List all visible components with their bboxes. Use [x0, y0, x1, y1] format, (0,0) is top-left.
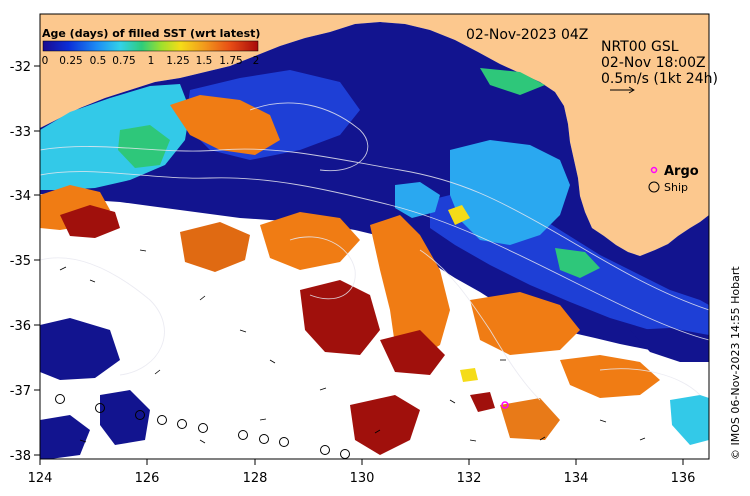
colorbar-tick: 1.25: [166, 55, 189, 67]
sst-zone-orange: [500, 398, 560, 440]
x-tick-label: 136: [671, 471, 696, 486]
colorbar-tick: 1.75: [219, 55, 242, 67]
sst-zone-red: [60, 205, 120, 238]
sst-zone-orange: [370, 215, 450, 360]
colorbar-legend: Age (days) of filled SST (wrt latest) 0 …: [42, 27, 261, 67]
y-tick-label: -35: [10, 254, 31, 269]
ship-marker: [259, 434, 269, 444]
scale-arrow-icon: [610, 86, 635, 94]
ship-marker: [198, 423, 208, 433]
sst-zone-red: [300, 280, 380, 355]
land-australia: [40, 14, 709, 256]
axis-ticks: [34, 65, 684, 465]
sst-zone-navy: [100, 390, 150, 445]
colorbar: [42, 40, 259, 52]
x-tick-label: 132: [457, 471, 482, 486]
y-tick-label: -37: [10, 384, 31, 399]
sst-zone-orange: [170, 95, 280, 155]
plot-frame: [39, 13, 710, 460]
ship-marker: [55, 394, 65, 404]
sst-zone-green: [555, 248, 600, 278]
colorbar-title: Age (days) of filled SST (wrt latest): [42, 27, 260, 40]
x-tick-label: 124: [28, 471, 53, 486]
sst-zone-navy: [40, 415, 90, 459]
sst-zone-red: [470, 392, 495, 412]
date-label: 02-Nov-2023 04Z: [466, 27, 588, 43]
sst-zone-cyan: [670, 395, 709, 445]
time-label: 02-Nov 18:00Z: [601, 55, 706, 71]
y-tick-label: -38: [10, 449, 31, 464]
map-plot-area: [40, 14, 709, 459]
sst-zone-orange: [180, 222, 250, 272]
colorbar-tick: 0: [42, 55, 49, 67]
sst-zone-lightblue: [450, 140, 570, 245]
sst-zone-green: [118, 125, 170, 168]
y-tick-label: -33: [10, 125, 31, 140]
sst-zone-navy: [630, 328, 709, 362]
product-label: NRT00 GSL: [601, 39, 679, 55]
current-vectors: [59, 249, 646, 444]
y-tick-label: -34: [10, 189, 31, 204]
colorbar-tick: 0.25: [59, 55, 82, 67]
colorbar-tick: 0.75: [112, 55, 135, 67]
y-axis-labels: -32 -33 -34 -35 -36 -37 -38: [10, 60, 31, 464]
ship-marker: [135, 410, 145, 420]
argo-legend-icon: [650, 166, 658, 174]
colorbar-tick: 0.5: [90, 55, 107, 67]
markers-legend: Argo Ship: [648, 164, 699, 194]
ship-track: [55, 394, 350, 459]
sst-zone-orange: [470, 292, 580, 355]
credit-text: © IMOS 06-Nov-2023 14:55 Hobart: [729, 266, 742, 460]
ship-marker: [320, 445, 330, 455]
x-tick-label: 126: [135, 471, 160, 486]
ship-legend-label: Ship: [664, 181, 688, 194]
y-tick-label: -32: [10, 60, 31, 75]
sst-zone-red: [350, 395, 420, 455]
sst-zone-orange: [260, 212, 360, 270]
argo-float-marker: [501, 401, 509, 409]
ship-marker: [238, 430, 248, 440]
x-axis-labels: 124 126 128 130 132 134 136: [28, 471, 696, 486]
ship-marker: [157, 415, 167, 425]
sst-zone-yellow: [448, 205, 470, 225]
colorbar-tick: 2: [253, 55, 260, 67]
sst-zone-orange: [560, 355, 660, 398]
ship-marker: [95, 403, 105, 413]
current-contours: [40, 102, 709, 401]
scale-label: 0.5m/s (1kt 24h): [601, 71, 718, 87]
ship-marker: [279, 437, 289, 447]
x-tick-label: 134: [564, 471, 589, 486]
sst-zone-red: [380, 330, 445, 375]
sst-zone-yellow: [460, 368, 478, 382]
colorbar-tick: 1: [148, 55, 155, 67]
sst-zone-green: [480, 68, 545, 95]
x-tick-label: 128: [243, 471, 268, 486]
ship-marker: [177, 419, 187, 429]
x-tick-label: 130: [350, 471, 375, 486]
y-tick-label: -36: [10, 319, 31, 334]
ship-legend-icon: [648, 181, 660, 193]
sst-zone-navy: [40, 318, 120, 380]
argo-legend-label: Argo: [664, 164, 699, 179]
colorbar-tick: 1.5: [196, 55, 213, 67]
